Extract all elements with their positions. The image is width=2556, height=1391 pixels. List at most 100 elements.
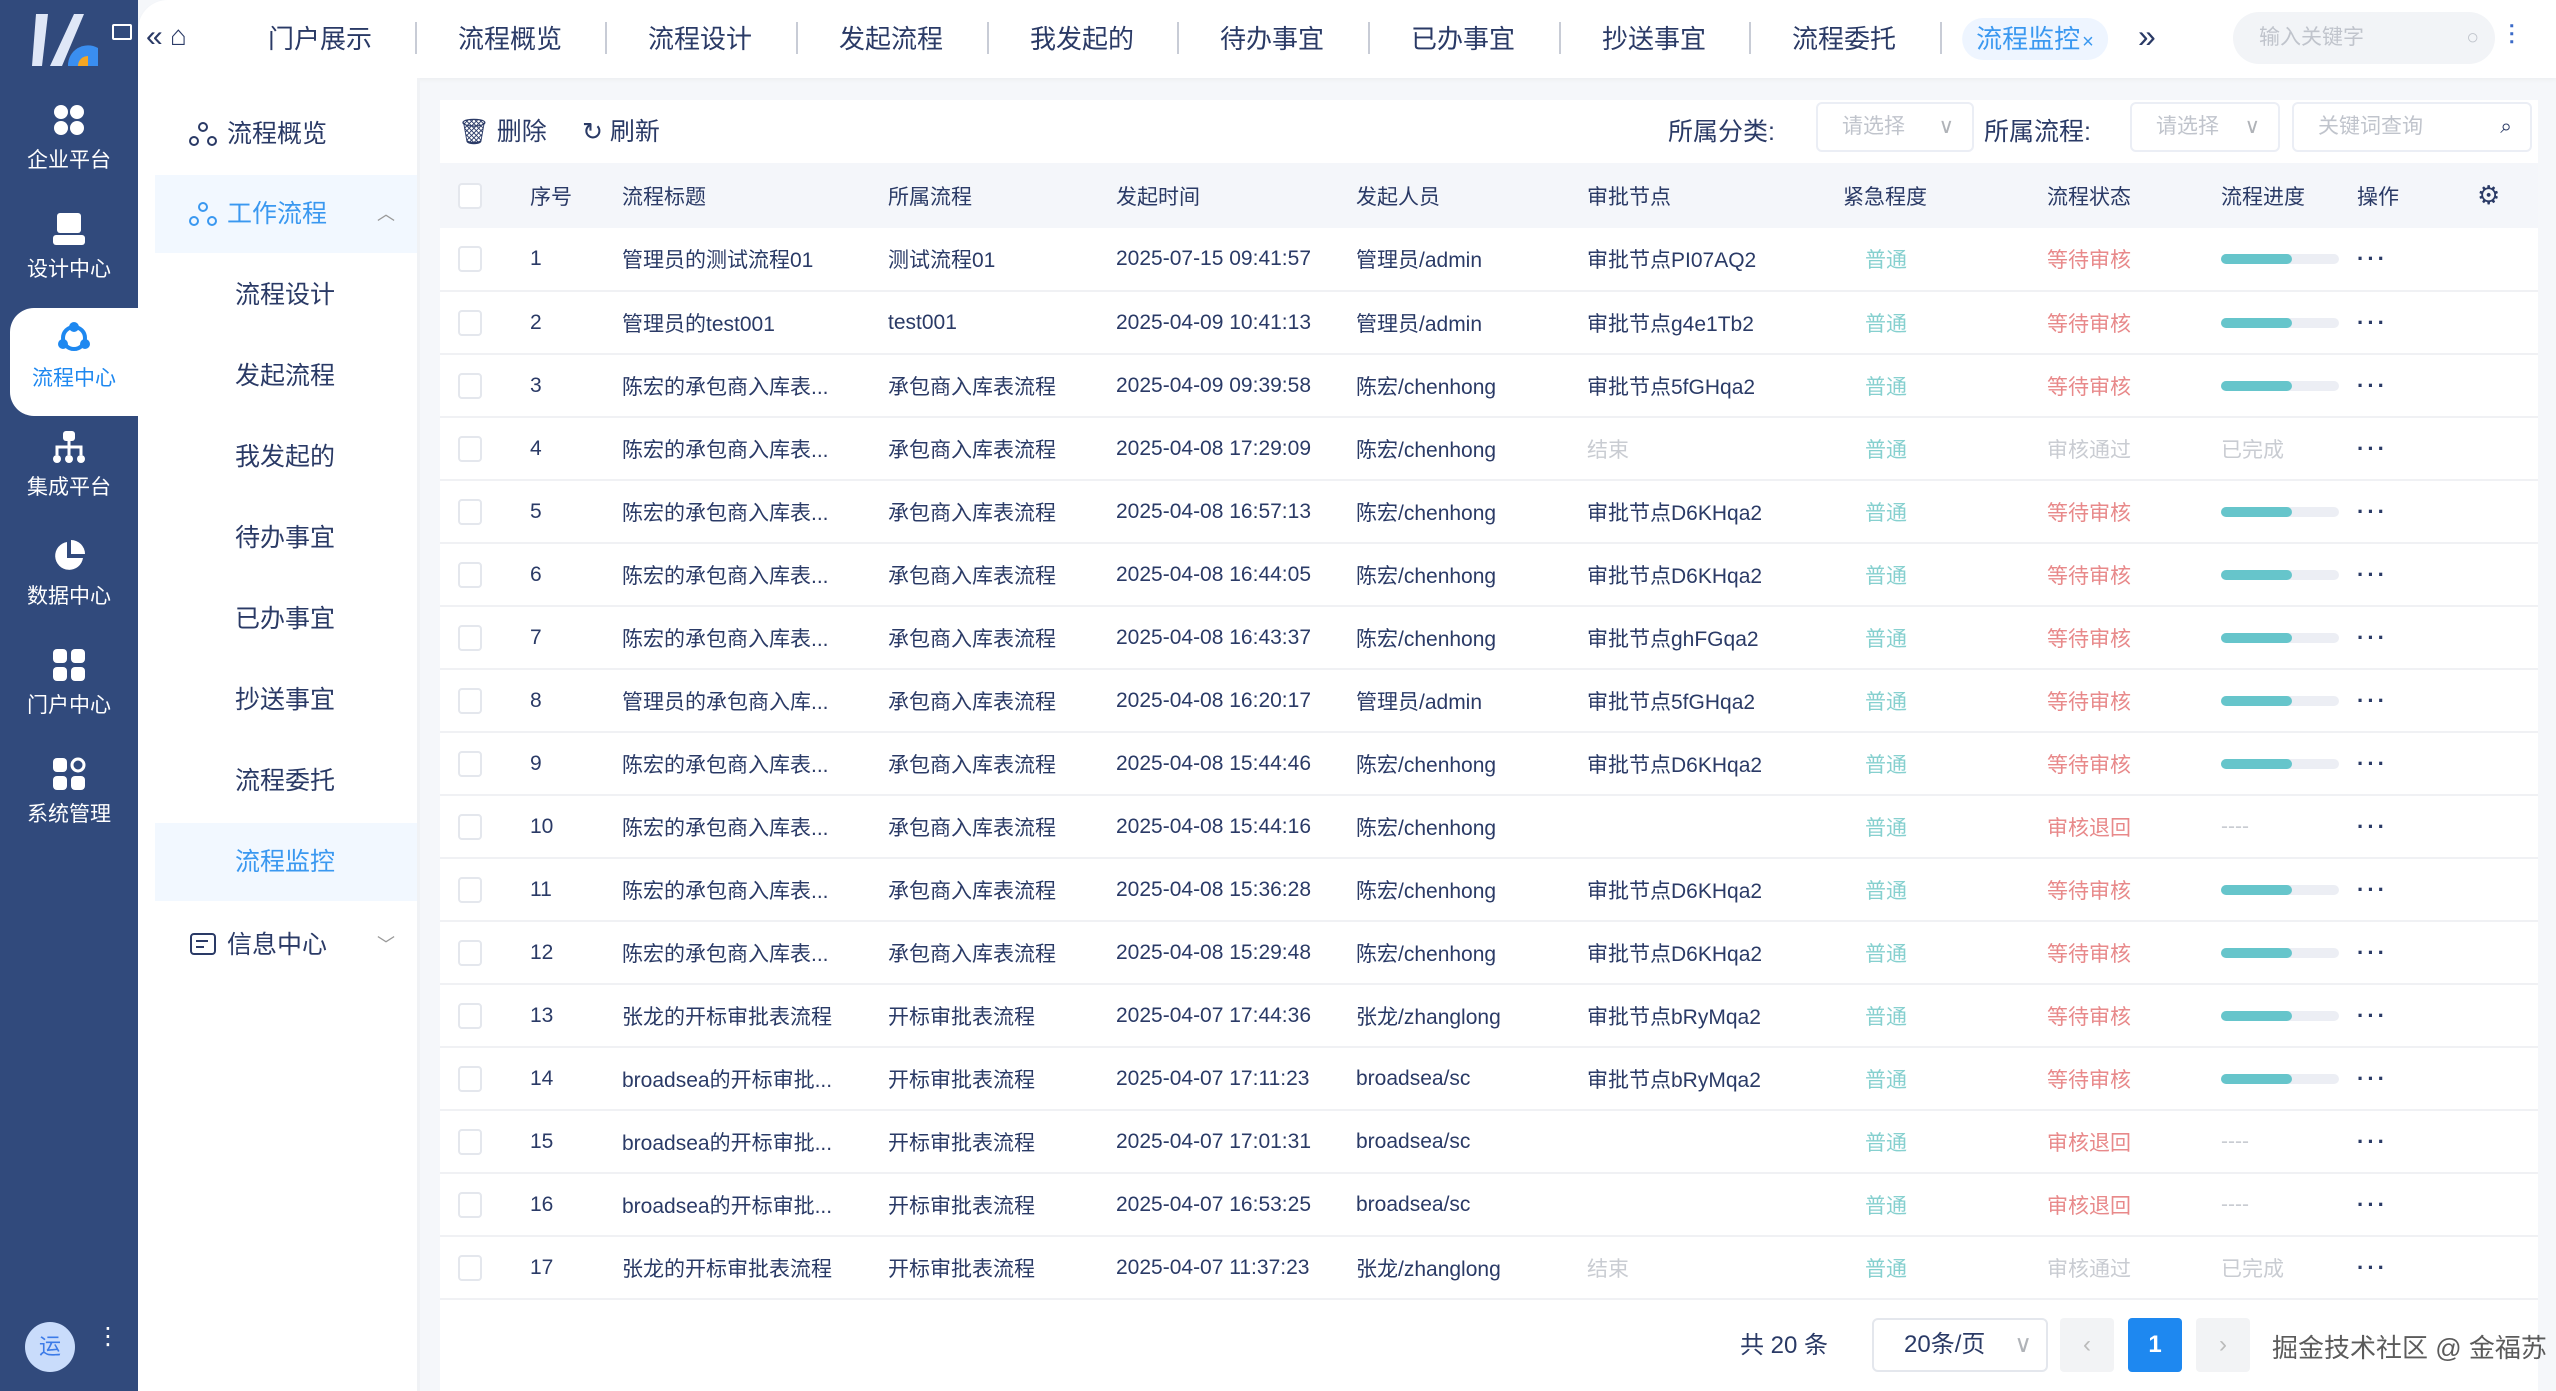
submenu-info-center[interactable]: 信息中心 ﹀ <box>155 906 417 984</box>
submenu-item-0[interactable]: 流程设计 <box>235 281 336 309</box>
tab-1[interactable]: 流程概览 <box>457 24 563 54</box>
row-checkbox[interactable] <box>440 1236 530 1300</box>
submenu-item-3[interactable]: 待办事宜 <box>235 524 336 552</box>
tab-0[interactable]: 门户展示 <box>267 24 373 54</box>
more-actions-icon[interactable]: ··· <box>2357 1236 2457 1300</box>
tab-4[interactable]: 我发起的 <box>1029 24 1135 54</box>
rail-item-6[interactable]: 系统管理 <box>0 744 138 852</box>
table-row[interactable]: 6 陈宏的承包商入库表... 承包商入库表流程 2025-04-08 16:44:05… <box>440 543 2538 607</box>
table-row[interactable]: 5 陈宏的承包商入库表... 承包商入库表流程 2025-04-08 16:57:13… <box>440 480 2538 544</box>
table-row[interactable]: 2 管理员的test001 test001 2025-04-09 10:41:13 管理… <box>440 291 2538 355</box>
table-row[interactable]: 1 管理员的测试流程01 测试流程01 2025-07-15 09:41:57 管理员/… <box>440 228 2538 292</box>
submenu-item-5[interactable]: 抄送事宜 <box>235 686 336 714</box>
row-checkbox[interactable] <box>440 228 530 292</box>
table-row[interactable]: 9 陈宏的承包商入库表... 承包商入库表流程 2025-04-08 15:44:46… <box>440 732 2538 796</box>
row-checkbox[interactable] <box>440 1047 530 1111</box>
select-all-checkbox[interactable] <box>440 163 530 228</box>
more-actions-icon[interactable]: ··· <box>2357 1110 2457 1174</box>
close-tab-icon[interactable]: × <box>2082 31 2094 53</box>
row-checkbox[interactable] <box>440 543 530 607</box>
submenu-item-1[interactable]: 发起流程 <box>235 362 336 390</box>
row-checkbox[interactable] <box>440 669 530 733</box>
more-actions-icon[interactable]: ··· <box>2357 732 2457 796</box>
row-checkbox[interactable] <box>440 606 530 670</box>
rail-item-4[interactable]: 数据中心 <box>0 526 138 634</box>
rail-item-0[interactable]: 企业平台 <box>0 90 138 198</box>
tab-7[interactable]: 抄送事宜 <box>1601 24 1707 54</box>
user-avatar[interactable]: 运 <box>25 1322 75 1372</box>
more-actions-icon[interactable]: ··· <box>2357 291 2457 355</box>
prev-page-button[interactable]: ‹ <box>2060 1318 2114 1372</box>
collapse-menu-icon[interactable] <box>112 24 132 40</box>
row-checkbox[interactable] <box>440 732 530 796</box>
column-settings-gear-icon[interactable]: ⚙ <box>2457 163 2538 228</box>
refresh-button[interactable]: ↻ 刷新 <box>582 118 660 146</box>
rail-item-2[interactable]: 流程中心 <box>10 308 138 416</box>
table-row[interactable]: 14 broadsea的开标审批... 开标审批表流程 2025-04-07 17:1… <box>440 1047 2538 1111</box>
more-actions-icon[interactable]: ··· <box>2357 228 2457 292</box>
more-actions-icon[interactable]: ··· <box>2357 984 2457 1048</box>
more-actions-icon[interactable]: ··· <box>2357 669 2457 733</box>
table-row[interactable]: 3 陈宏的承包商入库表... 承包商入库表流程 2025-04-09 09:39:58… <box>440 354 2538 418</box>
table-row[interactable]: 12 陈宏的承包商入库表... 承包商入库表流程 2025-04-08 15:29:4… <box>440 921 2538 985</box>
tab-2[interactable]: 流程设计 <box>647 24 753 54</box>
table-row[interactable]: 13 张龙的开标审批表流程 开标审批表流程 2025-04-07 17:44:36 张龙… <box>440 984 2538 1048</box>
home-icon[interactable]: ⌂ <box>170 20 187 51</box>
row-checkbox[interactable] <box>440 984 530 1048</box>
row-checkbox[interactable] <box>440 921 530 985</box>
table-row[interactable]: 16 broadsea的开标审批... 开标审批表流程 2025-04-07 16:5… <box>440 1173 2538 1237</box>
row-checkbox[interactable] <box>440 858 530 922</box>
more-actions-icon[interactable]: ··· <box>2357 543 2457 607</box>
row-checkbox[interactable] <box>440 417 530 481</box>
tab-6[interactable]: 已办事宜 <box>1410 24 1516 54</box>
submenu-item-2[interactable]: 我发起的 <box>235 443 336 471</box>
submenu-item-7[interactable]: 流程监控 <box>155 823 417 901</box>
table-row[interactable]: 11 陈宏的承包商入库表... 承包商入库表流程 2025-04-08 15:36:2… <box>440 858 2538 922</box>
row-checkbox[interactable] <box>440 795 530 859</box>
next-page-button[interactable]: › <box>2196 1318 2250 1372</box>
table-row[interactable]: 7 陈宏的承包商入库表... 承包商入库表流程 2025-04-08 16:43:37… <box>440 606 2538 670</box>
row-checkbox[interactable] <box>440 354 530 418</box>
more-actions-icon[interactable]: ··· <box>2357 606 2457 670</box>
double-right-icon[interactable]: » <box>2138 18 2156 54</box>
submenu-overview[interactable]: 流程概览 <box>155 95 417 173</box>
page-size-select[interactable]: 20条/页 ∨ <box>1872 1318 2048 1372</box>
more-actions-icon[interactable]: ··· <box>2357 858 2457 922</box>
filter-sliders-icon[interactable]: ⫶ <box>2508 20 2516 51</box>
row-checkbox[interactable] <box>440 1110 530 1174</box>
flow-select[interactable]: 请选择 ∨ <box>2130 102 2280 152</box>
more-actions-icon[interactable]: ··· <box>2357 1173 2457 1237</box>
rail-item-1[interactable]: 设计中心 <box>0 199 138 307</box>
row-checkbox[interactable] <box>440 480 530 544</box>
tab-5[interactable]: 待办事宜 <box>1219 24 1325 54</box>
top-search-input[interactable]: 输入关键字 ○ <box>2233 12 2495 64</box>
tab-8[interactable]: 流程委托 <box>1791 24 1897 54</box>
rail-item-5[interactable]: 门户中心 <box>0 635 138 743</box>
page-1-button[interactable]: 1 <box>2128 1318 2182 1372</box>
table-row[interactable]: 15 broadsea的开标审批... 开标审批表流程 2025-04-07 17:0… <box>440 1110 2538 1174</box>
row-checkbox[interactable] <box>440 291 530 355</box>
tab-9[interactable]: 流程监控 × <box>1962 18 2108 60</box>
more-actions-icon[interactable]: ··· <box>2357 480 2457 544</box>
double-left-icon[interactable]: « <box>146 20 163 53</box>
table-row[interactable]: 10 陈宏的承包商入库表... 承包商入库表流程 2025-04-08 15:44:1… <box>440 795 2538 859</box>
category-select[interactable]: 请选择 ∨ <box>1816 102 1974 152</box>
row-checkbox[interactable] <box>440 1173 530 1237</box>
submenu-group-workflow[interactable]: 工作流程 ︿ <box>155 175 417 253</box>
more-vertical-icon[interactable]: ⋮ <box>96 1323 120 1350</box>
more-actions-icon[interactable]: ··· <box>2357 1047 2457 1111</box>
more-actions-icon[interactable]: ··· <box>2357 795 2457 859</box>
more-actions-icon[interactable]: ··· <box>2357 921 2457 985</box>
delete-button[interactable]: 🗑 删除 <box>458 118 547 146</box>
tab-3[interactable]: 发起流程 <box>838 24 944 54</box>
submenu-item-4[interactable]: 已办事宜 <box>235 605 336 633</box>
submenu-item-6[interactable]: 流程委托 <box>235 767 336 795</box>
urgency: 普通 <box>1843 480 2047 544</box>
table-row[interactable]: 4 陈宏的承包商入库表... 承包商入库表流程 2025-04-08 17:29:09… <box>440 417 2538 481</box>
more-actions-icon[interactable]: ··· <box>2357 417 2457 481</box>
more-actions-icon[interactable]: ··· <box>2357 354 2457 418</box>
rail-item-3[interactable]: 集成平台 <box>0 417 138 525</box>
table-row[interactable]: 17 张龙的开标审批表流程 开标审批表流程 2025-04-07 11:37:23 张龙… <box>440 1236 2538 1300</box>
table-row[interactable]: 8 管理员的承包商入库... 承包商入库表流程 2025-04-08 16:20:17… <box>440 669 2538 733</box>
keyword-search-input[interactable]: 关键词查询 ⌕ <box>2292 102 2532 152</box>
